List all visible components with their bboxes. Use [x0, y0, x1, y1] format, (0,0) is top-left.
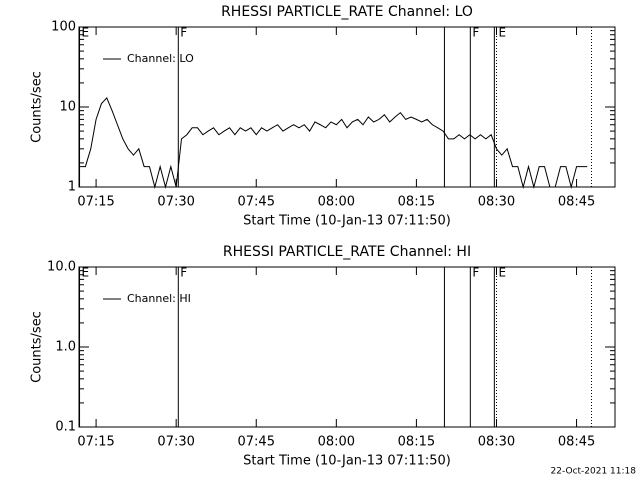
legend-label: Channel: LO	[127, 52, 194, 65]
x-tick-label: 08:30	[478, 195, 515, 210]
event-label: F	[180, 26, 187, 40]
y-tick-label: 0.1	[55, 420, 76, 435]
y-tick-label: 1.0	[55, 340, 76, 355]
x-tick-label: 07:45	[238, 435, 275, 450]
x-tick-label: 08:00	[318, 195, 355, 210]
x-tick-label: 08:15	[398, 195, 435, 210]
x-tick-label: 07:15	[77, 435, 114, 450]
x-tick-label: 07:30	[157, 195, 194, 210]
event-label: E	[82, 266, 90, 280]
y-tick-label: 100	[51, 20, 76, 35]
plot-frame	[78, 266, 616, 428]
x-tick-label: 07:30	[157, 435, 194, 450]
y-tick-label: 10	[59, 100, 76, 115]
data-line	[80, 96, 588, 189]
y-tick-label: 10.0	[47, 260, 76, 275]
chart-title: RHESSI PARTICLE_RATE Channel: LO	[221, 4, 473, 20]
event-label: F	[472, 26, 479, 40]
y-axis-label: Counts/sec	[30, 71, 45, 143]
event-label: E	[498, 26, 506, 40]
x-tick-label: 07:45	[238, 195, 275, 210]
y-axis-label: Counts/sec	[30, 311, 45, 383]
x-tick-label: 08:45	[558, 195, 595, 210]
x-tick-label: 08:00	[318, 435, 355, 450]
event-label: F	[180, 266, 187, 280]
plot-frame	[78, 26, 616, 188]
x-tick-label: 07:15	[77, 195, 114, 210]
x-tick-label: 08:15	[398, 435, 435, 450]
legend-label: Channel: HI	[127, 292, 191, 305]
event-label: E	[82, 26, 90, 40]
x-axis-label: Start Time (10-Jan-13 07:11:50)	[243, 214, 451, 229]
event-label: E	[498, 266, 506, 280]
event-label: F	[472, 266, 479, 280]
x-tick-label: 08:30	[478, 435, 515, 450]
chart-title: RHESSI PARTICLE_RATE Channel: HI	[223, 244, 471, 260]
y-tick-label: 1	[68, 180, 76, 195]
x-axis-label: Start Time (10-Jan-13 07:11:50)	[243, 454, 451, 469]
footer: 22-Oct-2021 11:18	[551, 467, 637, 477]
x-tick-label: 08:45	[558, 435, 595, 450]
